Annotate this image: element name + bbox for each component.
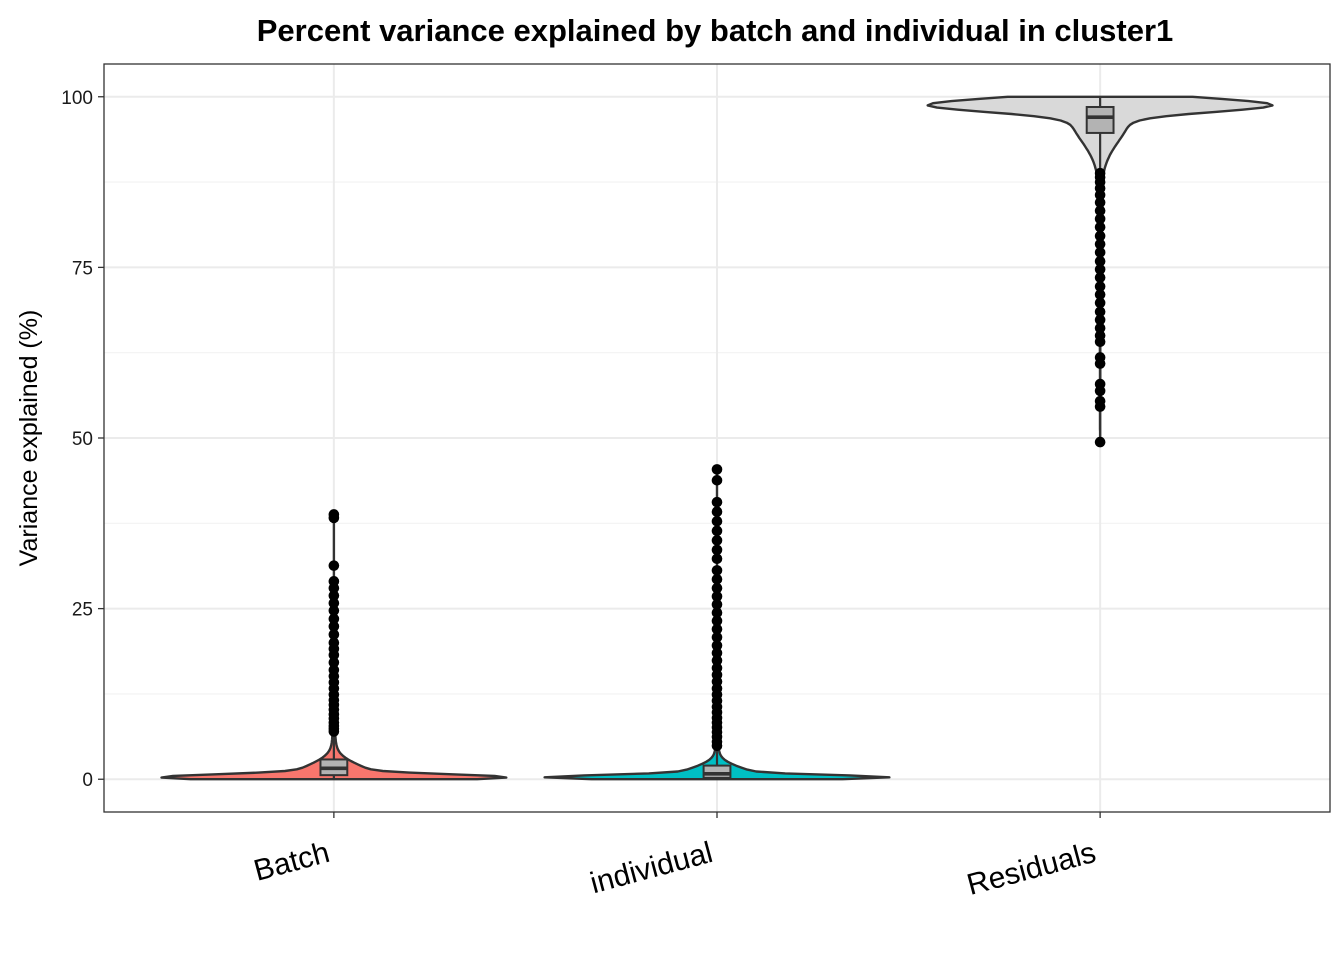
outlier-point <box>711 464 723 475</box>
outlier-point <box>711 591 723 602</box>
outlier-point <box>1094 238 1106 250</box>
x-tick-label: Batch <box>250 836 333 888</box>
outlier-point <box>328 613 340 625</box>
outlier-point <box>1094 289 1106 300</box>
outlier-point <box>328 590 340 601</box>
outlier-point <box>711 599 723 610</box>
outlier-point <box>711 565 723 576</box>
outlier-point <box>711 525 723 537</box>
outlier-point <box>1094 297 1106 309</box>
outlier-point <box>1094 281 1106 292</box>
chart-title: Percent variance explained by batch and … <box>257 13 1174 48</box>
outlier-point <box>711 506 723 518</box>
outlier-point <box>711 515 723 527</box>
outlier-point <box>1094 213 1106 225</box>
outlier-point <box>1094 197 1106 208</box>
x-tick-label: individual <box>587 836 716 900</box>
outlier-point <box>1094 230 1106 242</box>
outlier-point <box>1094 322 1106 334</box>
outlier-point <box>328 621 340 632</box>
outlier-point <box>1094 255 1106 267</box>
outlier-point <box>711 475 723 486</box>
outlier-point <box>328 560 340 571</box>
y-tick-label: 100 <box>61 88 93 109</box>
y-tick-label: 0 <box>82 770 93 791</box>
y-axis-title: Variance explained (%) <box>15 310 43 567</box>
outlier-point <box>711 535 723 546</box>
outlier-point <box>1094 314 1106 326</box>
outlier-point <box>711 623 723 635</box>
outlier-point <box>328 629 340 640</box>
outlier-point <box>1094 395 1106 407</box>
outlier-point <box>328 637 340 649</box>
y-tick-label: 50 <box>72 429 93 450</box>
outlier-point <box>1094 247 1106 258</box>
outlier-point <box>1094 330 1106 341</box>
y-tick-label: 25 <box>72 600 93 621</box>
outlier-point <box>328 605 340 616</box>
outlier-point <box>328 657 340 668</box>
outlier-point <box>711 647 723 659</box>
box-iqr <box>1085 105 1115 134</box>
outlier-point <box>711 496 723 508</box>
outlier-points <box>328 167 1106 752</box>
outlier-point <box>711 573 723 585</box>
outlier-point <box>711 582 723 594</box>
box-iqr <box>702 764 732 779</box>
outlier-point <box>1094 378 1106 390</box>
outlier-point <box>1094 167 1106 179</box>
outlier-point <box>711 607 723 619</box>
outlier-point <box>1094 436 1106 448</box>
outlier-point <box>328 509 340 520</box>
outlier-point <box>1094 306 1106 318</box>
outlier-point <box>711 662 723 674</box>
x-tick-label: Residuals <box>964 836 1100 902</box>
y-tick-label: 75 <box>72 258 93 279</box>
boxplots <box>319 96 1115 780</box>
outlier-point <box>1094 205 1106 217</box>
outlier-point <box>711 553 723 565</box>
outlier-point <box>1094 272 1106 283</box>
outlier-point <box>711 640 723 651</box>
outlier-point <box>711 655 723 666</box>
outlier-point <box>711 544 723 556</box>
outlier-point <box>711 631 723 643</box>
outlier-point <box>328 576 340 587</box>
outlier-point <box>1094 352 1106 363</box>
outlier-point <box>328 597 340 609</box>
outlier-point <box>328 664 340 676</box>
outlier-point <box>1094 264 1106 275</box>
outlier-point <box>711 615 723 627</box>
outlier-point <box>1094 221 1106 233</box>
